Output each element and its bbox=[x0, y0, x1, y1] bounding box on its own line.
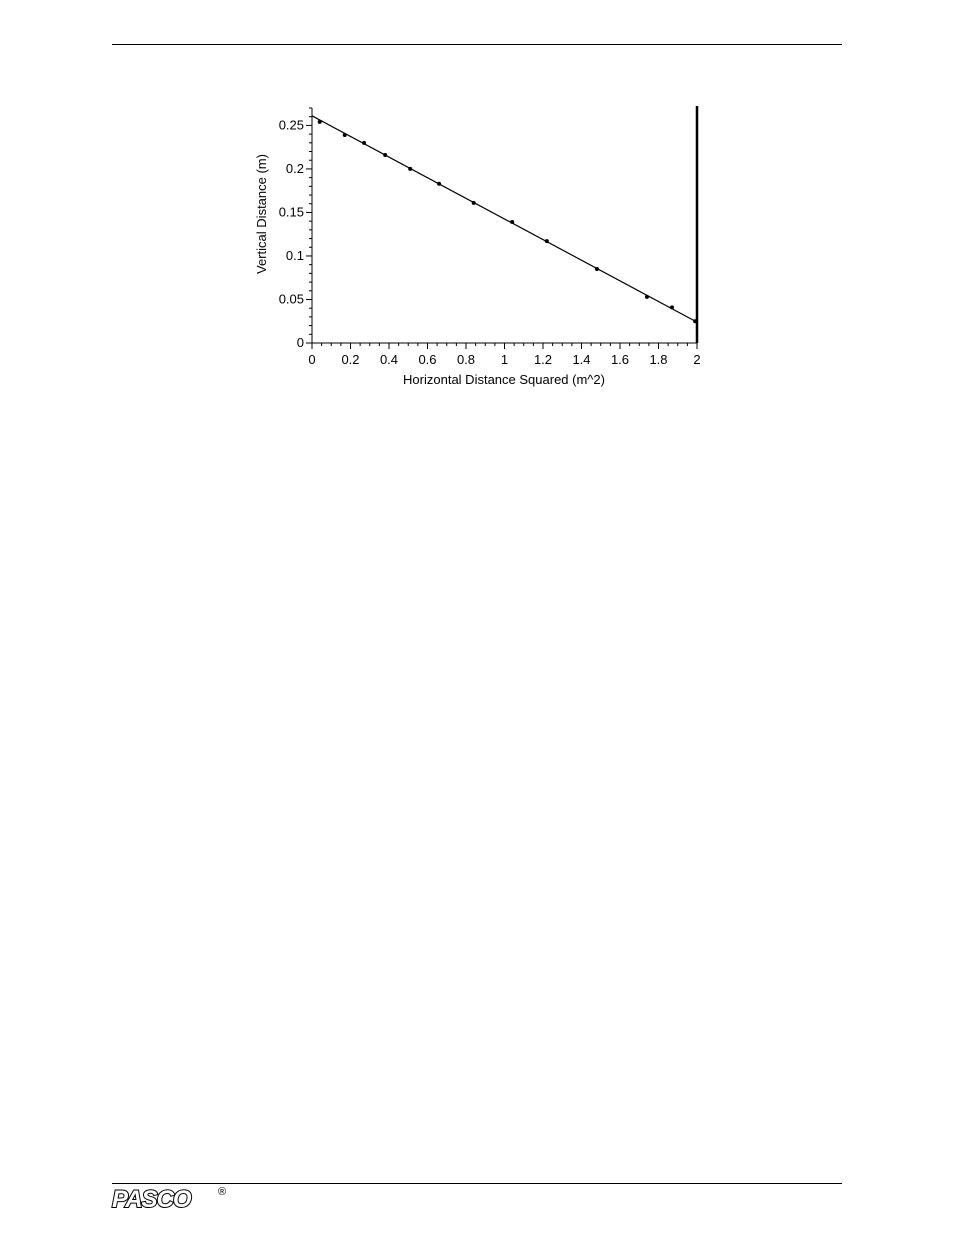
data-point bbox=[510, 220, 515, 225]
data-point bbox=[693, 319, 698, 324]
data-point bbox=[544, 239, 549, 244]
x-tick-label: 1 bbox=[501, 352, 508, 367]
data-point bbox=[342, 132, 347, 137]
data-point bbox=[437, 181, 442, 186]
fit-line bbox=[311, 115, 698, 323]
fit-line-group bbox=[311, 106, 699, 343]
y-tick-label: 0.2 bbox=[286, 161, 304, 176]
y-tick-label: 0.05 bbox=[279, 291, 304, 306]
x-tick-label: 0.2 bbox=[341, 352, 359, 367]
y-tick-label: 0.1 bbox=[286, 248, 304, 263]
data-point bbox=[317, 119, 322, 124]
pasco-logo: PASCO bbox=[111, 1186, 194, 1210]
data-points bbox=[317, 119, 698, 324]
x-tick-label: 0.8 bbox=[457, 352, 475, 367]
scatter-chart: 0 0.05 0.1 0.15 0.2 0.25 0 0.2 0.4 0.6 0.8 1 1.2 1.4… bbox=[254, 106, 701, 387]
x-tick-label: 0 bbox=[308, 352, 315, 367]
x-tick-label: 1.4 bbox=[572, 352, 590, 367]
y-axis: 0 0.05 0.1 0.15 0.2 0.25 bbox=[279, 107, 313, 350]
logo-text: PASCO bbox=[112, 1186, 192, 1210]
x-axis-label: Horizontal Distance Squared (m^2) bbox=[403, 372, 605, 387]
x-tick-label: 0.4 bbox=[380, 352, 398, 367]
y-axis-label: Vertical Distance (m) bbox=[254, 154, 269, 274]
x-tick-label: 1.6 bbox=[611, 352, 629, 367]
data-point bbox=[408, 166, 413, 171]
y-tick-label: 0.15 bbox=[279, 204, 304, 219]
registered-mark: ® bbox=[218, 1186, 227, 1198]
x-tick-label: 1.2 bbox=[534, 352, 552, 367]
footer-rule bbox=[112, 1183, 842, 1184]
x-tick-label: 1.8 bbox=[649, 352, 667, 367]
data-point bbox=[644, 294, 649, 299]
y-tick-label: 0.25 bbox=[279, 117, 304, 132]
data-point bbox=[383, 153, 388, 157]
x-axis: 0 0.2 0.4 0.6 0.8 1 1.2 1.4 1.6 1.8 2 bbox=[308, 342, 701, 367]
data-point bbox=[361, 140, 366, 145]
x-tick-label: 0.6 bbox=[418, 352, 436, 367]
data-point bbox=[471, 200, 476, 205]
x-tick-label: 2 bbox=[693, 352, 700, 367]
data-point bbox=[594, 267, 599, 272]
data-point bbox=[669, 305, 674, 310]
header-rule bbox=[112, 44, 842, 45]
y-tick-label: 0 bbox=[297, 335, 304, 350]
